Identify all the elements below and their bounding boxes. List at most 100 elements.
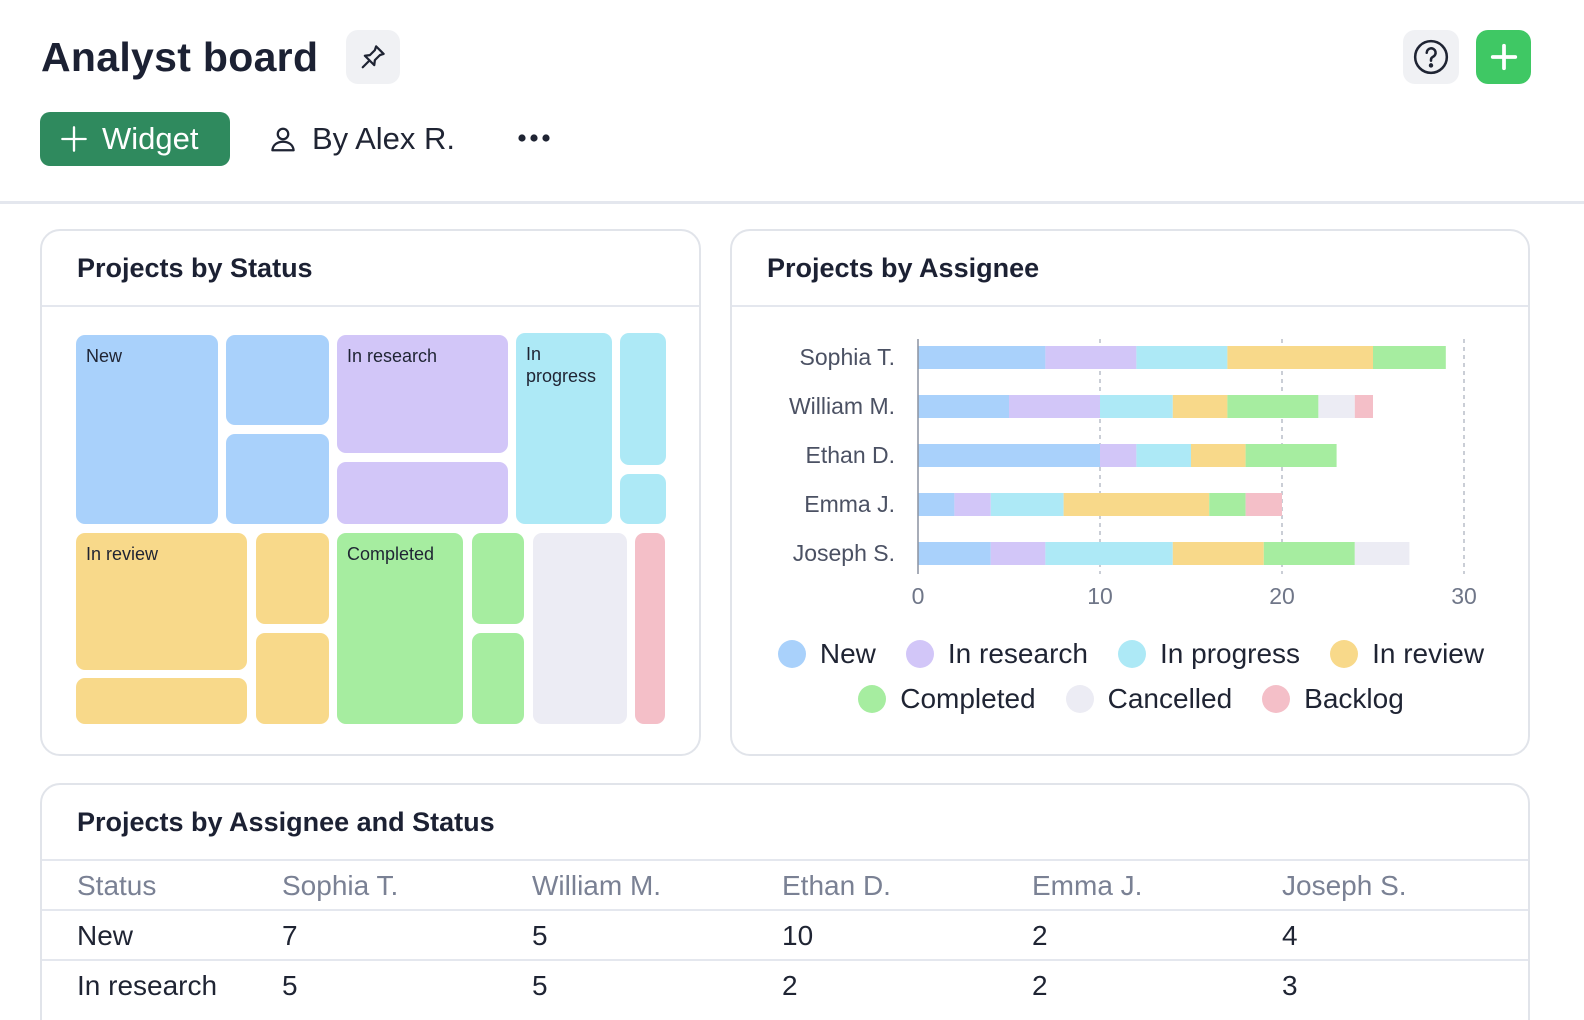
treemap-tile-completed[interactable]: Completed bbox=[337, 533, 463, 724]
add-button[interactable] bbox=[1476, 30, 1531, 84]
status-treemap-card: Projects by Status New In research In pr… bbox=[40, 229, 701, 756]
bar-segment bbox=[990, 493, 1064, 516]
bar-segment bbox=[990, 542, 1046, 565]
bar-segment bbox=[1354, 395, 1373, 418]
bar-segment bbox=[1209, 493, 1246, 516]
divider bbox=[42, 305, 699, 307]
bar-segment bbox=[1136, 444, 1191, 467]
tile-label: In review bbox=[86, 544, 159, 564]
more-icon bbox=[518, 134, 550, 142]
column-header-emma[interactable]: Emma J. bbox=[1032, 870, 1143, 901]
x-tick-label: 20 bbox=[1269, 583, 1295, 609]
tile-label: In progress bbox=[526, 344, 597, 386]
help-icon bbox=[1413, 39, 1449, 75]
legend-swatch bbox=[858, 685, 887, 713]
treemap-tile-cancelled[interactable] bbox=[533, 533, 627, 724]
legend-label: Backlog bbox=[1304, 683, 1404, 714]
bar-segment bbox=[1045, 346, 1137, 369]
card-title: Projects by Assignee and Status bbox=[77, 807, 495, 837]
legend-item-cancelled[interactable]: Cancelled bbox=[1065, 683, 1232, 715]
column-header-status[interactable]: Status bbox=[77, 870, 157, 901]
table-header-row: Status Sophia T. William M. Ethan D. Emm… bbox=[42, 859, 1528, 909]
table-cell: 10 bbox=[782, 920, 814, 951]
legend-item-in-progress[interactable]: In progress bbox=[1117, 638, 1300, 670]
legend-item-in-research[interactable]: In research bbox=[905, 638, 1088, 670]
plus-icon bbox=[61, 126, 87, 152]
y-category-label: Joseph S. bbox=[793, 540, 895, 566]
bar-segment bbox=[1172, 542, 1264, 565]
bar-segment bbox=[918, 346, 1046, 369]
table-cell: 5 bbox=[532, 970, 548, 1001]
bar-segment bbox=[1227, 395, 1319, 418]
table-cell: 2 bbox=[782, 970, 798, 1001]
bar-segment bbox=[1318, 395, 1355, 418]
legend-label: In research bbox=[947, 638, 1088, 669]
legend-swatch bbox=[1065, 685, 1094, 713]
column-header-sophia[interactable]: Sophia T. bbox=[282, 870, 399, 901]
legend-item-in-review[interactable]: In review bbox=[1330, 638, 1484, 670]
table-cell: 2 bbox=[1032, 970, 1048, 1001]
board-header: Analyst board Widget By Alex R. bbox=[0, 0, 1584, 204]
bar-segment bbox=[1100, 444, 1137, 467]
bar-segment bbox=[1045, 542, 1173, 565]
legend-label: Completed bbox=[900, 683, 1036, 714]
table-row: In research 5 5 2 2 3 bbox=[42, 959, 1528, 1009]
assignee-chart-card: Projects by Assignee 0 10 20 30 Sophia T. Wil… bbox=[730, 229, 1530, 756]
y-category-label: Ethan D. bbox=[806, 442, 896, 468]
bar-segment bbox=[1009, 395, 1100, 418]
author-button[interactable]: By Alex R. bbox=[268, 116, 455, 162]
column-header-ethan[interactable]: Ethan D. bbox=[782, 870, 891, 901]
treemap-tile-new[interactable] bbox=[226, 335, 329, 425]
column-header-william[interactable]: William M. bbox=[532, 870, 662, 901]
treemap: New In research In progress In review Co… bbox=[42, 231, 699, 754]
treemap-tile-in-progress[interactable] bbox=[620, 333, 666, 465]
treemap-tile-new[interactable] bbox=[226, 434, 329, 524]
help-button[interactable] bbox=[1403, 30, 1459, 84]
treemap-tile-in-review[interactable] bbox=[256, 533, 329, 624]
bar-segment bbox=[1063, 493, 1210, 516]
treemap-tile-in-research[interactable]: In research bbox=[337, 335, 508, 453]
bar-segment bbox=[918, 493, 955, 516]
legend-item-completed[interactable]: Completed bbox=[858, 683, 1036, 715]
user-icon bbox=[271, 127, 295, 152]
treemap-tile-completed[interactable] bbox=[472, 633, 524, 724]
treemap-tile-in-research[interactable] bbox=[337, 462, 508, 524]
treemap-tile-in-review[interactable] bbox=[76, 678, 247, 724]
column-header-joseph[interactable]: Joseph S. bbox=[1282, 870, 1407, 901]
legend-item-new[interactable]: New bbox=[777, 638, 876, 670]
table-cell: 3 bbox=[1282, 970, 1298, 1001]
pin-button[interactable] bbox=[346, 30, 400, 84]
tile-label: Completed bbox=[347, 544, 435, 564]
treemap-tile-new[interactable]: New bbox=[76, 335, 218, 524]
legend-label: In review bbox=[1372, 638, 1485, 669]
page-title: Analyst board bbox=[41, 34, 319, 80]
legend-swatch bbox=[1330, 640, 1359, 668]
treemap-tile-backlog[interactable] bbox=[635, 533, 665, 724]
treemap-tile-completed[interactable] bbox=[472, 533, 524, 624]
treemap-tile-in-review[interactable]: In review bbox=[76, 533, 247, 670]
bar-segment bbox=[1100, 395, 1173, 418]
treemap-tile-in-review[interactable] bbox=[256, 633, 329, 724]
bar-segment bbox=[1245, 493, 1282, 516]
bar-segment bbox=[918, 395, 1009, 418]
bar-segment bbox=[1245, 444, 1337, 467]
divider bbox=[732, 305, 1528, 307]
legend-item-backlog[interactable]: Backlog bbox=[1262, 683, 1404, 715]
table-cell: 2 bbox=[1032, 920, 1048, 951]
legend-swatch bbox=[777, 640, 806, 668]
chart-legend: Completed Cancelled Backlog bbox=[732, 683, 1528, 715]
treemap-tile-in-progress[interactable] bbox=[620, 474, 666, 524]
table-cell-status: New bbox=[77, 920, 134, 951]
x-tick-label: 0 bbox=[912, 583, 925, 609]
bar-segment bbox=[1172, 395, 1228, 418]
add-widget-button[interactable]: Widget bbox=[40, 112, 230, 166]
bar-segment bbox=[1373, 346, 1446, 369]
bar-segment bbox=[954, 493, 991, 516]
y-category-label: Emma J. bbox=[804, 491, 895, 517]
table-cell: 5 bbox=[532, 920, 548, 951]
bar-segment bbox=[1191, 444, 1246, 467]
more-options-button[interactable] bbox=[512, 118, 556, 158]
treemap-tile-in-progress[interactable]: In progress bbox=[516, 333, 612, 524]
add-widget-label: Widget bbox=[102, 121, 199, 156]
assignee-status-table-card: Projects by Assignee and Status Status S… bbox=[40, 783, 1530, 1020]
